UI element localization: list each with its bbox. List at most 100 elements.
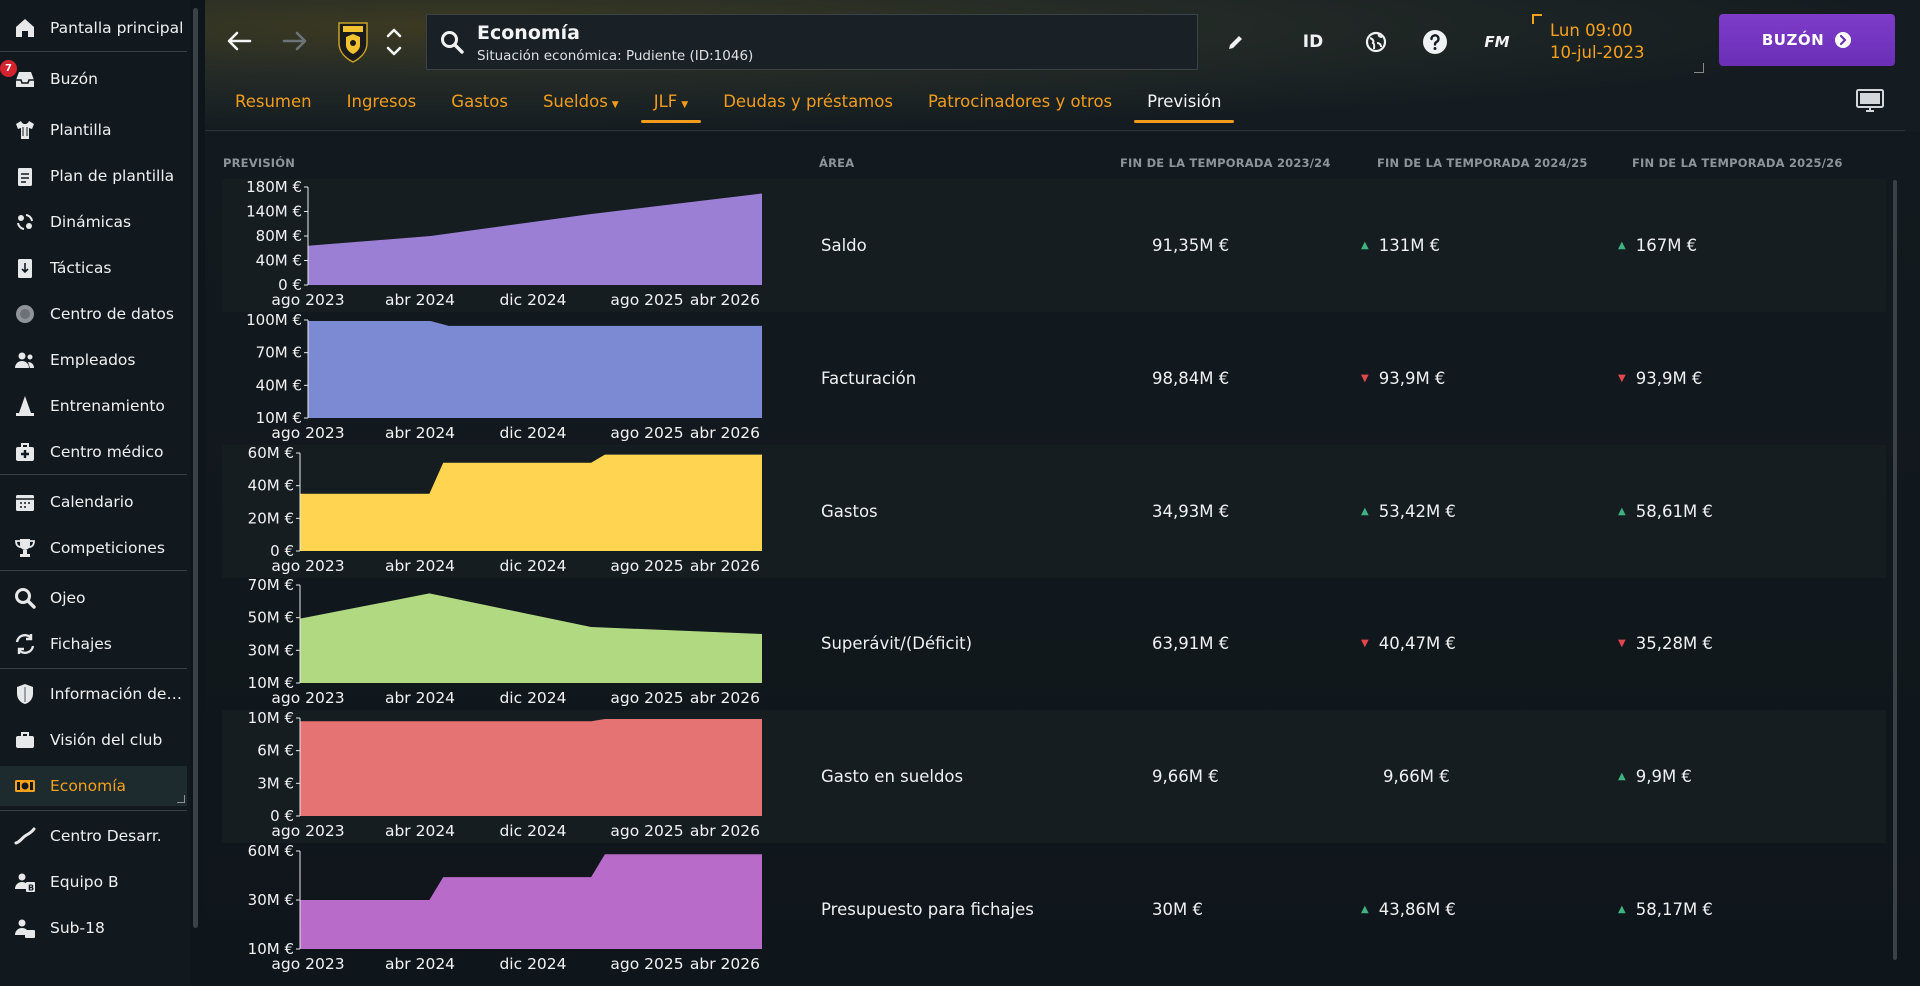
fm-logo-label: FM: [1484, 33, 1510, 51]
trend-up-icon: ▲: [1618, 240, 1626, 251]
club-switcher[interactable]: [381, 22, 407, 62]
sidebar-item-data-hub[interactable]: Centro de datos: [0, 294, 187, 334]
trend-up-icon: ▲: [1361, 904, 1369, 915]
tab-gastos[interactable]: Gastos: [438, 90, 521, 126]
chart-y-tick-label: 50M €: [248, 609, 294, 627]
sidebar-item-label: Fichajes: [50, 635, 112, 653]
tab-jlf[interactable]: JLF ▼: [640, 90, 702, 126]
sidebar-item-trophy[interactable]: Competiciones: [0, 528, 187, 568]
tab-ingresos[interactable]: Ingresos: [334, 90, 430, 126]
sidebar-item-clipboard[interactable]: Plan de plantilla: [0, 156, 187, 196]
sidebar-item-home[interactable]: Pantalla principal: [0, 8, 187, 48]
club-crest-icon[interactable]: [337, 17, 369, 63]
column-header-area[interactable]: ÁREA: [819, 156, 855, 170]
value-text: 9,66M €: [1152, 767, 1219, 786]
inbox-button-label: BUZÓN: [1761, 31, 1825, 49]
forward-button[interactable]: [278, 24, 312, 58]
sidebar-item-team-b[interactable]: B Equipo B: [0, 862, 187, 902]
table-row[interactable]: Presupuesto para fichajes 30M € ▲ 43,86M € ▲…: [222, 843, 1886, 976]
chart-x-tick-label: abr 2026: [690, 557, 760, 575]
tab-patrocinadores-y-otros[interactable]: Patrocinadores y otros: [915, 90, 1125, 126]
chart-y-tick-label: 80M €: [256, 227, 302, 245]
edit-button[interactable]: [1222, 24, 1250, 60]
world-button[interactable]: [1360, 24, 1392, 60]
value-text: 58,17M €: [1635, 900, 1713, 919]
search-box[interactable]: Economía Situación económica: Pudiente (…: [426, 14, 1198, 70]
sidebar-item-calendar[interactable]: Calendario: [0, 482, 187, 522]
chart-y-tick-label: 10M €: [248, 709, 294, 727]
inbox-continue-button[interactable]: BUZÓN: [1719, 14, 1895, 66]
chart-area-series: [308, 193, 762, 285]
chart-x-tick-label: dic 2024: [499, 822, 566, 840]
sidebar: Pantalla principal 7 Buzón Plantilla Plan de…: [0, 0, 190, 986]
chart-y-tick-label: 0 €: [270, 542, 294, 560]
sidebar-item-dynamics[interactable]: Dinámicas: [0, 202, 187, 242]
tab-deudas-y-préstamos[interactable]: Deudas y préstamos: [710, 90, 906, 126]
sidebar-item-label: Empleados: [50, 351, 136, 369]
screen-layout-button[interactable]: [1855, 88, 1885, 118]
search-icon: [439, 29, 465, 59]
chart-y-tick-label: 10M €: [248, 940, 294, 958]
sidebar-item-staff[interactable]: Empleados: [0, 340, 187, 380]
value-text: 40,47M €: [1378, 634, 1456, 653]
help-button[interactable]: [1420, 24, 1450, 60]
tab-label: Resumen: [235, 92, 312, 111]
chart-x-tick-label: abr 2026: [690, 955, 760, 973]
table-scrollbar[interactable]: [1893, 180, 1897, 960]
arrow-right-icon: [282, 31, 307, 51]
id-button[interactable]: ID: [1298, 24, 1328, 60]
tab-previsión[interactable]: Previsión: [1134, 90, 1235, 126]
season-value-cell: ▲ 58,61M €: [1618, 445, 1713, 578]
season-value-cell: ▼ 93,9M €: [1618, 312, 1702, 445]
column-header-season-2024-25[interactable]: FIN DE LA TEMPORADA 2024/25: [1377, 156, 1588, 170]
sidebar-item-briefcase[interactable]: Visión del club: [0, 720, 187, 760]
value-text: 93,9M €: [1378, 369, 1446, 388]
season-value-cell: 9,66M €: [1152, 710, 1219, 843]
svg-text:B: B: [28, 884, 34, 893]
value-text: 9,66M €: [1383, 767, 1450, 786]
chart-y-tick-label: 0 €: [278, 276, 302, 294]
fm-button[interactable]: FM: [1480, 24, 1514, 60]
chart-y-tick-label: 30M €: [248, 891, 294, 909]
trend-down-icon: ▼: [1361, 373, 1369, 384]
tab-sueldos[interactable]: Sueldos ▼: [530, 90, 632, 126]
table-row[interactable]: Superávit/(Déficit) 63,91M € ▼ 40,47M € ▼ 35,…: [222, 577, 1886, 710]
sidebar-scrollbar[interactable]: [193, 8, 198, 928]
sidebar-item-label: Plantilla: [50, 121, 112, 139]
sidebar-item-training-cone[interactable]: Entrenamiento: [0, 386, 187, 426]
trend-up-icon: ▲: [1361, 240, 1369, 251]
back-button[interactable]: [222, 24, 256, 58]
season-value-cell: ▲ 53,42M €: [1361, 445, 1456, 578]
sidebar-item-label: Competiciones: [50, 539, 165, 557]
chart-area-series: [300, 454, 762, 551]
row-area-label: Superávit/(Déficit): [821, 634, 973, 653]
date-continue-box[interactable]: Lun 09:00 10-jul-2023: [1530, 14, 1704, 73]
trend-down-icon: ▼: [1361, 638, 1369, 649]
sidebar-item-magnifier[interactable]: Ojeo: [0, 578, 187, 618]
column-header-forecast[interactable]: PREVISIÓN: [223, 156, 296, 170]
sidebar-item-shirt[interactable]: Plantilla: [0, 110, 187, 150]
chart-x-tick-label: ago 2025: [610, 955, 683, 973]
sidebar-item-tactics[interactable]: Tácticas: [0, 248, 187, 288]
sidebar-item-under-18[interactable]: Sub-18: [0, 908, 187, 948]
briefcase-icon: [0, 728, 50, 752]
chart-area-series: [308, 321, 762, 418]
sidebar-divider: [0, 51, 187, 52]
table-row[interactable]: Facturación 98,84M € ▼ 93,9M € ▼ 93,9M €: [222, 312, 1886, 445]
column-header-season-2023-24[interactable]: FIN DE LA TEMPORADA 2023/24: [1120, 156, 1331, 170]
sidebar-item-label: Economía: [50, 777, 127, 795]
sidebar-item-label: Información del club: [50, 685, 186, 703]
chart-y-tick-label: 30M €: [248, 641, 294, 659]
sidebar-item-inbox[interactable]: 7 Buzón: [0, 59, 187, 99]
forecast-area-chart: 180M € 140M € 80M € 40M € 0 €ago 2023 abr 202…: [246, 178, 762, 309]
sidebar-item-money[interactable]: Economía: [0, 766, 187, 806]
tab-label: Deudas y préstamos: [723, 92, 893, 111]
column-header-season-2025-26[interactable]: FIN DE LA TEMPORADA 2025/26: [1632, 156, 1843, 170]
tab-label: Gastos: [451, 92, 508, 111]
chart-y-tick-label: 70M €: [256, 344, 302, 362]
sidebar-item-development[interactable]: Centro Desarr.: [0, 816, 187, 856]
tab-resumen[interactable]: Resumen: [222, 90, 325, 126]
sidebar-item-medical-kit[interactable]: Centro médico: [0, 432, 187, 472]
sidebar-item-shield[interactable]: Información del club: [0, 674, 187, 714]
sidebar-item-transfers[interactable]: Fichajes: [0, 624, 187, 664]
